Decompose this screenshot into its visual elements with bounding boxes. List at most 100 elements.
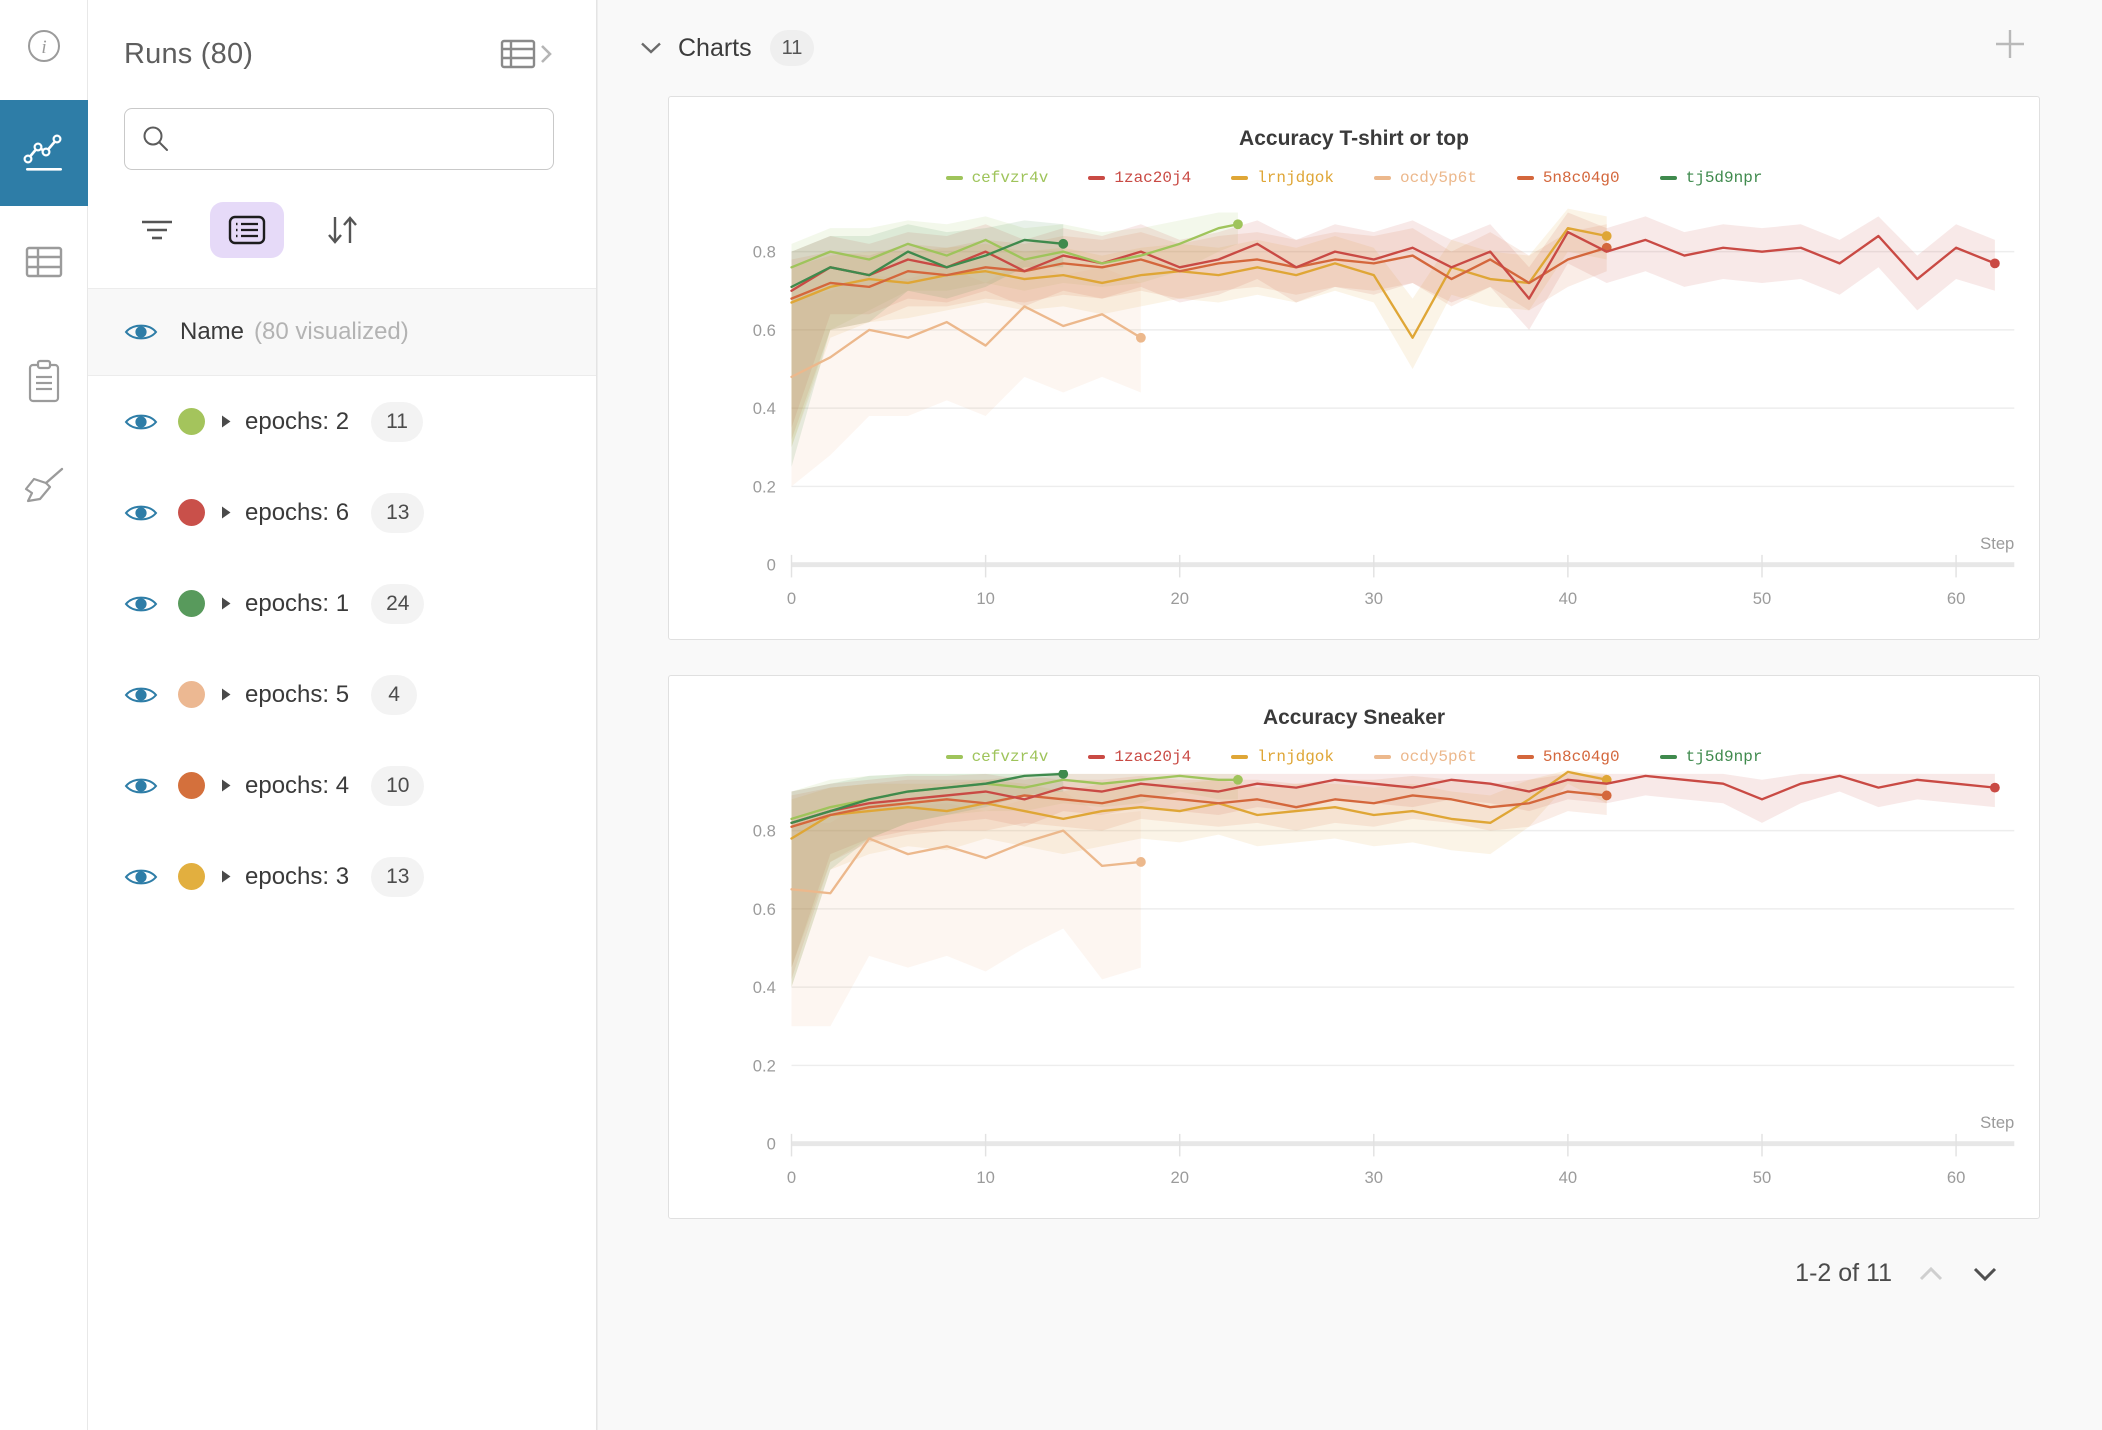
charts-count-badge: 11 [769, 30, 815, 66]
legend-item-5n8c04g0[interactable]: 5n8c04g0 [1516, 169, 1620, 187]
pagination-label: 1-2 of 11 [1795, 1259, 1892, 1288]
eye-icon[interactable] [124, 410, 158, 434]
legend-item-1zac20j4[interactable]: 1zac20j4 [1088, 169, 1191, 187]
charts-section: Charts 11 Accuracy T-shirt or top cefvzr… [597, 0, 2102, 1430]
band-tj5d9npr [791, 772, 1064, 988]
runs-toolbar [140, 202, 596, 258]
visualized-count-label: (80 visualized) [254, 318, 409, 345]
legend-item-ocdy5p6t[interactable]: ocdy5p6t [1374, 748, 1477, 766]
eye-icon[interactable] [124, 774, 158, 798]
band-1zac20j4 [791, 774, 1995, 968]
x-tick-label: 0 [787, 1168, 796, 1187]
y-tick-label: 0.2 [753, 1056, 776, 1075]
legend-item-cefvzr4v[interactable]: cefvzr4v [945, 748, 1049, 767]
legend-swatch [1516, 755, 1534, 760]
run-color-dot [178, 499, 205, 526]
panel-table-button[interactable] [0, 232, 88, 292]
runs-list-header-row[interactable]: Name (80 visualized) [88, 288, 596, 376]
line-ocdy5p6t [790, 305, 1143, 379]
legend-item-cefvzr4v[interactable]: cefvzr4v [945, 169, 1049, 187]
run-group-row[interactable]: epochs: 6 13 [88, 467, 596, 558]
chart-canvas[interactable]: 0 10 20 30 40 50 60 0.2 0.4 0.6 0.8 0 Step [679, 770, 2029, 1210]
legend-label: tj5d9npr [1685, 169, 1763, 187]
add-panel-button[interactable] [1992, 26, 2028, 67]
run-count-badge: 13 [371, 492, 425, 533]
legend-item-tj5d9npr[interactable]: tj5d9npr [1659, 169, 1763, 187]
legend-label: 5n8c04g0 [1542, 748, 1620, 767]
info-button[interactable]: i [0, 16, 88, 76]
pagination-next-button[interactable] [1972, 1266, 1998, 1282]
chevron-down-icon [641, 42, 661, 54]
chart-canvas[interactable]: 0 10 20 30 40 50 60 0.2 0.4 0.6 0.8 0 Step [679, 191, 2029, 631]
x-axis-line [791, 562, 2015, 568]
runs-title: Runs (80) [124, 37, 254, 70]
x-tick-label: 40 [1559, 589, 1577, 608]
expand-caret-icon[interactable] [220, 595, 232, 612]
list-view-button[interactable] [210, 202, 284, 258]
panel-notes-button[interactable] [0, 352, 88, 412]
legend-item-5n8c04g0[interactable]: 5n8c04g0 [1516, 748, 1620, 767]
endpoint-cefvzr4v [1233, 775, 1243, 785]
charts-pagination: 1-2 of 11 [598, 1259, 1998, 1288]
charts-header: Charts 11 [598, 0, 2102, 66]
eye-icon[interactable] [124, 320, 158, 344]
run-group-row[interactable]: epochs: 3 13 [88, 831, 596, 922]
endpoint-lrnjdgok [1601, 231, 1612, 241]
y-tick-label: 0.4 [753, 399, 776, 418]
chart-title: Accuracy T-shirt or top [1239, 127, 1469, 150]
expand-caret-icon[interactable] [220, 686, 232, 703]
expand-caret-icon[interactable] [220, 413, 232, 430]
panel-charts-button[interactable] [0, 100, 88, 206]
legend-label: cefvzr4v [971, 748, 1049, 767]
panel-cleanup-button[interactable] [0, 458, 88, 518]
endpoint-1zac20j4 [1990, 258, 2000, 269]
run-group-label: epochs: 4 [245, 771, 350, 799]
expand-caret-icon[interactable] [220, 777, 232, 794]
eye-icon[interactable] [124, 865, 158, 889]
legend-item-tj5d9npr[interactable]: tj5d9npr [1659, 748, 1762, 766]
endpoint-ocdy5p6t [1135, 857, 1146, 868]
eye-icon[interactable] [124, 592, 158, 616]
line-1zac20j4 [790, 774, 1997, 825]
run-group-row[interactable]: epochs: 2 11 [88, 376, 596, 467]
collapse-section-button[interactable] [640, 41, 662, 55]
legend-swatch [1088, 176, 1106, 180]
y-tick-label: 0.8 [753, 822, 776, 841]
filter-button[interactable] [140, 217, 174, 243]
run-group-row[interactable]: epochs: 5 4 [88, 649, 596, 740]
sort-button[interactable] [324, 213, 360, 247]
pagination-prev-button[interactable] [1918, 1266, 1944, 1282]
run-group-row[interactable]: epochs: 4 10 [88, 740, 596, 831]
run-color-dot [178, 681, 205, 708]
line-5n8c04g0 [790, 246, 1608, 300]
eye-icon[interactable] [124, 501, 158, 525]
expand-table-button[interactable] [498, 34, 556, 74]
legend-item-lrnjdgok[interactable]: lrnjdgok [1231, 169, 1334, 187]
run-color-dot [178, 772, 205, 799]
expand-caret-icon[interactable] [220, 504, 232, 521]
info-icon: i [27, 30, 60, 62]
y-zero-label: 0 [767, 556, 776, 575]
expand-caret-icon[interactable] [220, 868, 232, 885]
line-chart-icon [22, 134, 62, 171]
legend-item-lrnjdgok[interactable]: lrnjdgok [1231, 748, 1334, 766]
legend-swatch [945, 176, 963, 180]
legend-item-1zac20j4[interactable]: 1zac20j4 [1088, 748, 1191, 766]
x-tick-label: 50 [1753, 1168, 1771, 1187]
line-cefvzr4v [790, 223, 1240, 269]
search-input[interactable] [181, 109, 553, 169]
legend-label: cefvzr4v [971, 169, 1049, 187]
table-icon [25, 246, 62, 278]
y-tick-label: 0.6 [753, 900, 776, 919]
legend-swatch [1231, 176, 1249, 180]
eye-icon[interactable] [124, 683, 158, 707]
legend-item-ocdy5p6t[interactable]: ocdy5p6t [1374, 169, 1477, 187]
chevron-up-icon [1919, 1266, 1943, 1280]
x-tick-label: 30 [1365, 1168, 1383, 1187]
line-1zac20j4 [790, 230, 1997, 300]
run-group-row[interactable]: epochs: 1 24 [88, 558, 596, 649]
band-5n8c04g0 [791, 774, 1607, 980]
search-box[interactable] [124, 108, 554, 170]
run-count-badge: 11 [371, 401, 423, 442]
